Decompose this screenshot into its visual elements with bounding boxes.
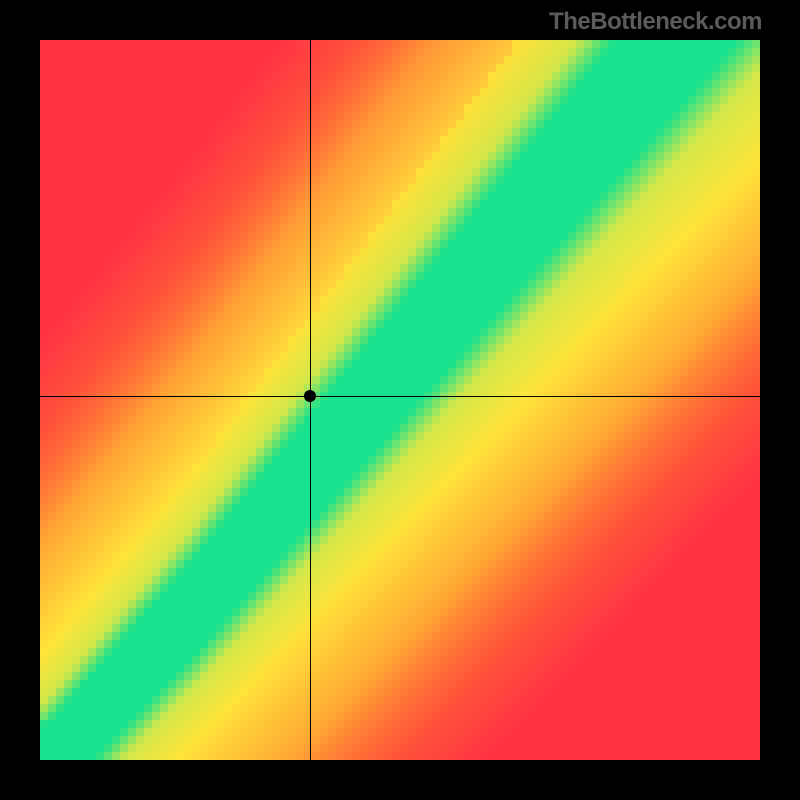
heatmap-canvas	[40, 40, 760, 760]
data-point-marker	[304, 390, 316, 402]
crosshair-horizontal	[40, 396, 760, 397]
watermark-text: TheBottleneck.com	[549, 8, 762, 36]
plot-area	[40, 40, 760, 760]
chart-container: TheBottleneck.com	[0, 0, 800, 800]
